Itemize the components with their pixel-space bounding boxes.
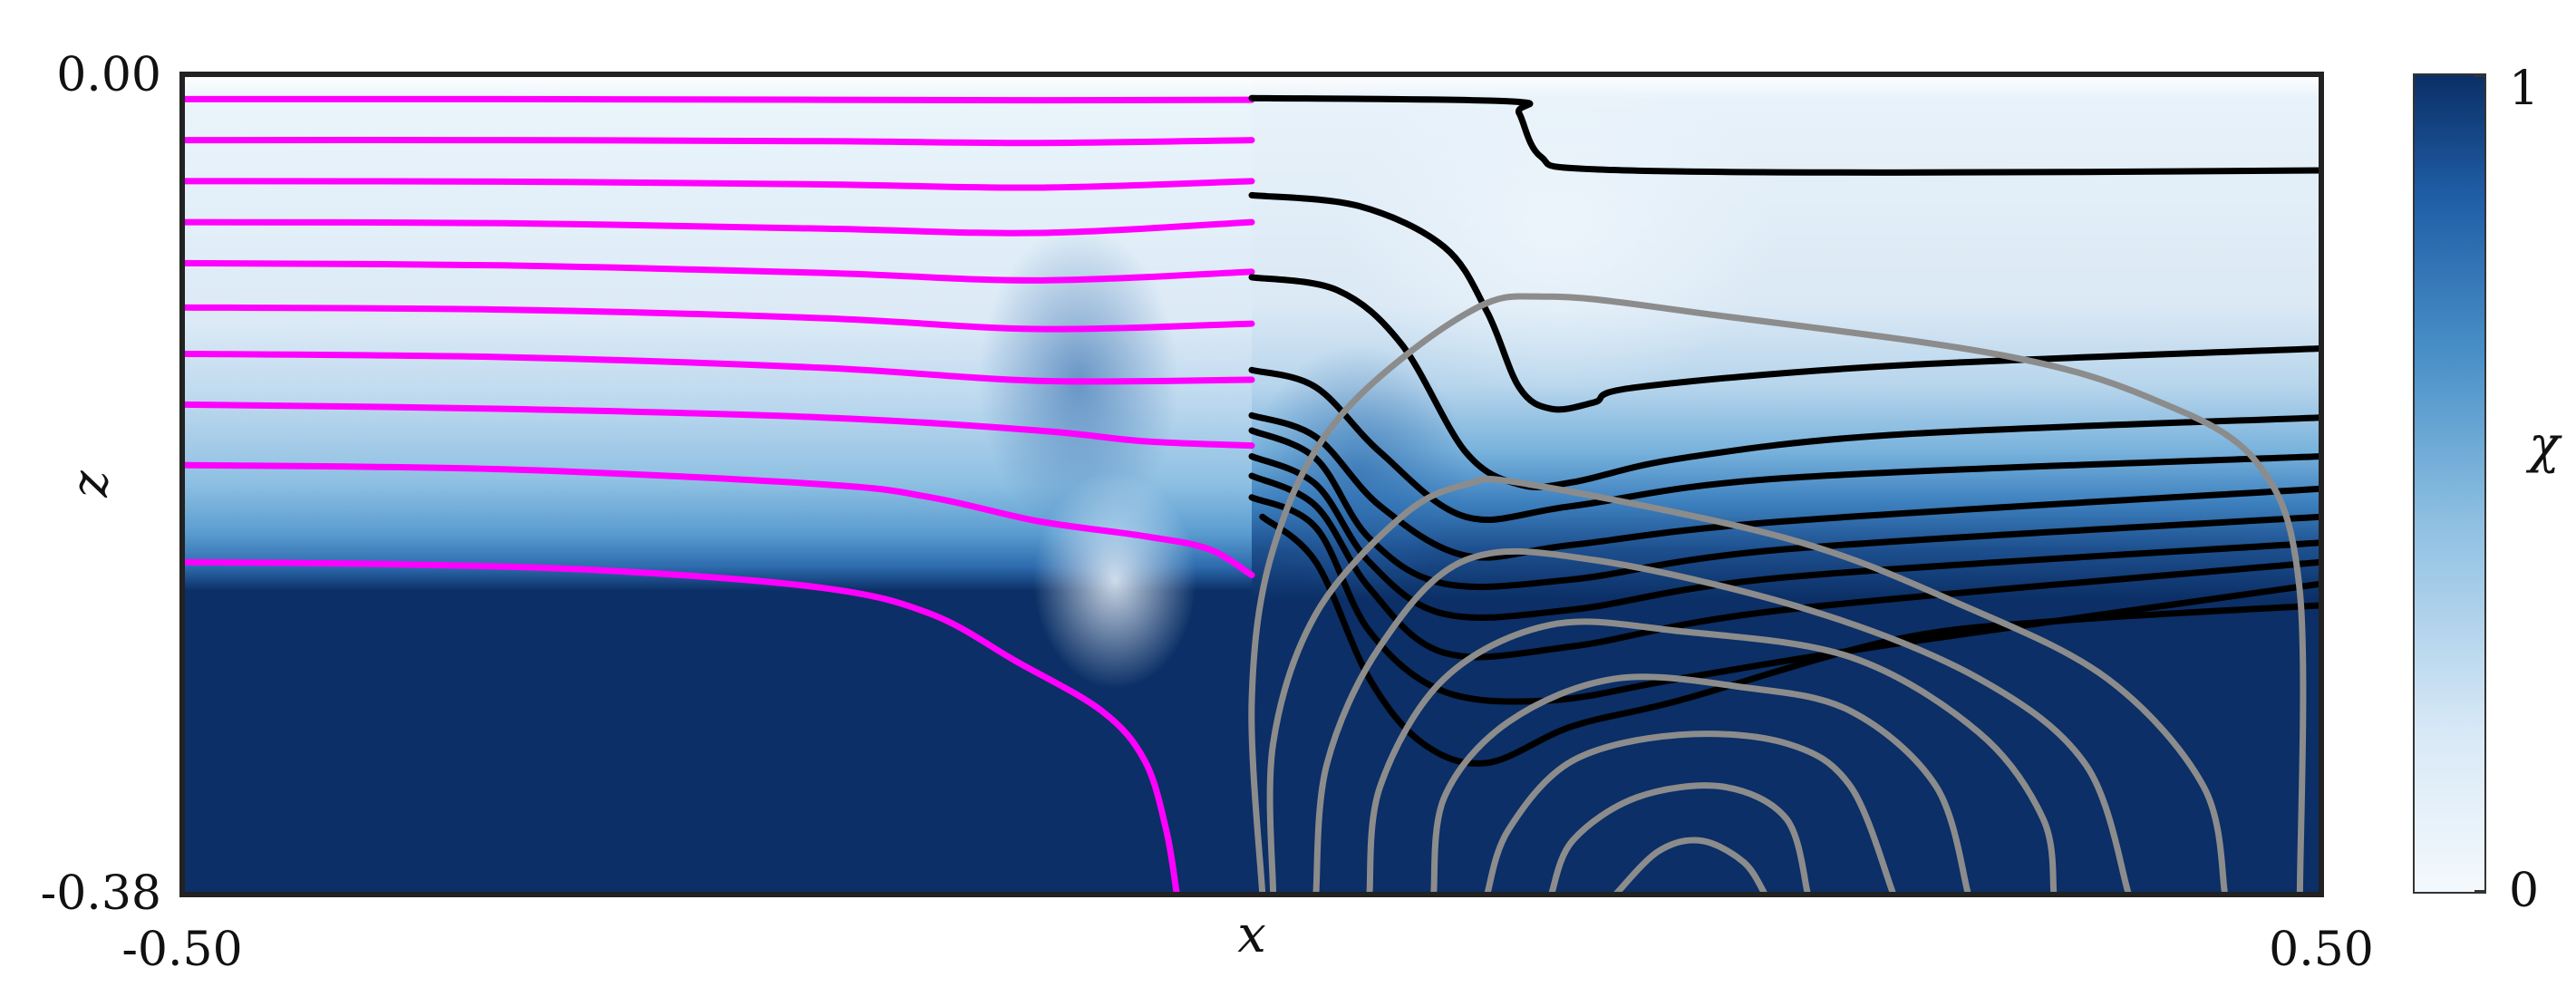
series-0-curve-4: [182, 259, 1255, 284]
series-1-curve-5: [1248, 427, 2321, 591]
colorbar-tick-bottom: 0: [2509, 864, 2539, 918]
plot-frame: [179, 72, 2324, 897]
series-0-curve-6: [182, 350, 1255, 385]
x-tick-left: -0.50: [121, 923, 242, 977]
colorbar: [2413, 73, 2486, 894]
series-1-curve-0: [1248, 94, 2321, 176]
series-0-curve-5: [182, 304, 1255, 333]
series-1-curve-8: [1248, 494, 2321, 705]
series-0-curve-2: [182, 178, 1255, 191]
series-1-curve-1: [1248, 191, 2321, 413]
series-2-curve-2: [1312, 547, 2133, 895]
series-1-curve-7: [1248, 472, 2321, 661]
series-0-curve-0: [182, 95, 1255, 104]
series-2-curve-0: [1248, 293, 2307, 895]
series-1-curve-6: [1248, 453, 2321, 622]
heatmap-field: [182, 74, 2321, 895]
series-1-curve-9: [1259, 513, 2321, 767]
y-tick-bottom: -0.38: [41, 866, 161, 921]
series-1-curve-2: [1248, 274, 2321, 490]
series-2-curve-6: [1547, 782, 1812, 895]
y-tick-top: 0.00: [56, 48, 161, 102]
x-tick-right: 0.50: [2269, 923, 2374, 977]
series-2-curve-1: [1266, 475, 2229, 895]
series-2-curve-4: [1430, 673, 1972, 895]
series-0-curve-7: [182, 401, 1255, 450]
colorbar-label: χ: [2525, 416, 2562, 475]
x-axis-label: x: [1237, 905, 1266, 964]
series-2-curve-7: [1612, 837, 1768, 895]
series-0-curve-3: [182, 218, 1255, 237]
series-1-curve-4: [1248, 411, 2321, 561]
series-2-curve-5: [1484, 731, 1897, 895]
series-1-curve-3: [1248, 366, 2321, 524]
series-0-curve-8: [182, 461, 1255, 578]
series-0-curve-1: [182, 137, 1255, 147]
y-axis-label: z: [61, 470, 120, 498]
series-0-curve-9: [182, 558, 1180, 895]
colorbar-tick-top: 1: [2509, 62, 2539, 116]
series-2-curve-3: [1366, 618, 2058, 895]
